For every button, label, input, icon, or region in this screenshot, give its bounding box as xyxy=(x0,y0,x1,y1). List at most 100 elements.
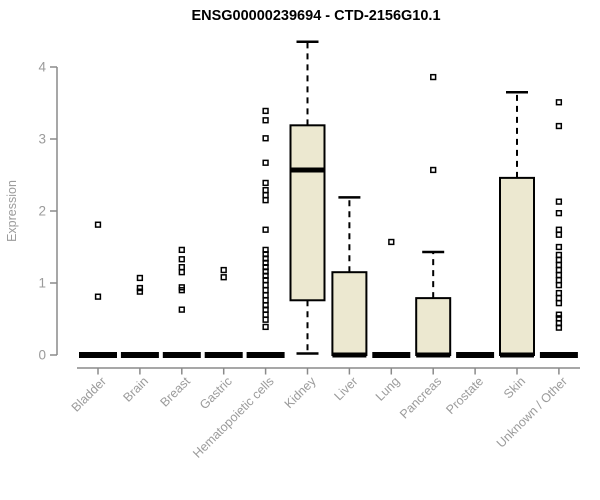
x-category-label: Skin xyxy=(501,374,528,401)
outlier-point xyxy=(136,288,144,295)
outlier-point xyxy=(555,251,563,259)
chart-title: ENSG00000239694 - CTD-2156G10.1 xyxy=(191,8,440,24)
box-group xyxy=(331,196,368,358)
y-axis-label: Expression xyxy=(5,180,19,242)
x-category-label: Liver xyxy=(331,374,360,403)
collapsed-box xyxy=(204,352,243,358)
outlier-point xyxy=(555,271,563,279)
outlier-point xyxy=(555,243,563,251)
outlier-point xyxy=(178,306,185,313)
outlier-point xyxy=(262,179,269,187)
box-group xyxy=(289,40,326,355)
outlier-point xyxy=(555,231,563,238)
outlier-point xyxy=(555,99,563,106)
x-category-label: Prostate xyxy=(443,374,486,417)
outlier-point xyxy=(136,274,144,282)
box-group xyxy=(372,238,411,358)
box-group xyxy=(415,73,452,358)
outlier-point xyxy=(94,293,102,300)
collapsed-box xyxy=(246,352,285,358)
x-category-label: Kidney xyxy=(282,374,319,411)
outlier-point xyxy=(388,238,395,246)
outlier-point xyxy=(555,266,563,274)
outlier-point xyxy=(555,289,563,297)
x-category-label: Breast xyxy=(157,374,193,410)
outlier-point xyxy=(220,266,227,274)
iqr-box xyxy=(415,297,452,356)
outlier-point xyxy=(262,297,269,304)
outlier-point xyxy=(178,287,185,294)
collapsed-box xyxy=(120,352,159,358)
box-group xyxy=(79,221,117,358)
box-group xyxy=(162,246,201,358)
outlier-point xyxy=(262,323,269,331)
outlier-point xyxy=(262,197,269,204)
box-group xyxy=(246,107,285,358)
outlier-point xyxy=(262,292,269,299)
y-tick-label: 3 xyxy=(38,132,46,147)
box-group xyxy=(120,274,159,358)
outlier-point xyxy=(262,117,269,124)
outlier-point xyxy=(178,269,185,276)
outlier-point xyxy=(262,159,269,166)
outlier-point xyxy=(555,261,563,269)
x-category-label: Gastric xyxy=(197,374,235,412)
outlier-point xyxy=(178,256,185,263)
outlier-point xyxy=(555,282,563,289)
iqr-box xyxy=(499,176,535,356)
outlier-point xyxy=(555,294,563,302)
collapsed-box xyxy=(162,352,201,358)
outlier-point xyxy=(262,192,269,199)
box-group xyxy=(204,266,243,358)
x-category-label: Hematopoietic cells xyxy=(190,374,277,461)
outlier-point xyxy=(430,73,437,81)
x-category-label: Bladder xyxy=(69,374,109,414)
outlier-point xyxy=(262,311,269,318)
x-category-label: Brain xyxy=(120,374,151,405)
collapsed-box xyxy=(539,352,578,358)
iqr-box xyxy=(289,124,326,302)
outlier-point xyxy=(262,306,269,313)
y-tick-label: 2 xyxy=(38,204,46,219)
outlier-point xyxy=(262,107,269,115)
outlier-point xyxy=(262,316,269,323)
box-group xyxy=(499,90,535,358)
outlier-point xyxy=(555,311,563,318)
outlier-point xyxy=(555,276,563,284)
y-tick-label: 0 xyxy=(38,348,46,363)
outlier-point xyxy=(555,256,563,264)
x-category-label: Unknown / Other xyxy=(494,374,570,450)
outlier-point xyxy=(262,135,269,142)
outlier-point xyxy=(262,226,269,233)
outlier-point xyxy=(555,324,563,331)
box-group xyxy=(456,352,495,358)
outlier-point xyxy=(555,122,563,130)
box-group xyxy=(539,99,578,358)
outlier-point xyxy=(555,315,563,322)
y-tick-label: 4 xyxy=(38,60,46,75)
outlier-point xyxy=(136,284,144,292)
y-tick-label: 1 xyxy=(38,276,46,291)
outlier-point xyxy=(430,166,437,174)
outlier-point xyxy=(555,210,563,217)
outlier-point xyxy=(262,186,269,194)
outlier-point xyxy=(94,221,102,228)
collapsed-box xyxy=(456,352,495,358)
outlier-point xyxy=(178,246,185,254)
outlier-point xyxy=(555,226,563,233)
x-category-label: Lung xyxy=(373,374,403,404)
outlier-point xyxy=(262,287,269,294)
outlier-point xyxy=(555,300,563,307)
collapsed-box xyxy=(372,352,411,358)
outlier-point xyxy=(220,274,227,281)
iqr-box xyxy=(331,271,368,357)
outlier-point xyxy=(262,276,269,284)
plot-area xyxy=(79,40,578,358)
outlier-point xyxy=(178,264,185,271)
collapsed-box xyxy=(79,352,117,358)
outlier-point xyxy=(262,282,269,289)
x-category-label: Pancreas xyxy=(397,374,444,421)
outlier-point xyxy=(555,198,563,205)
